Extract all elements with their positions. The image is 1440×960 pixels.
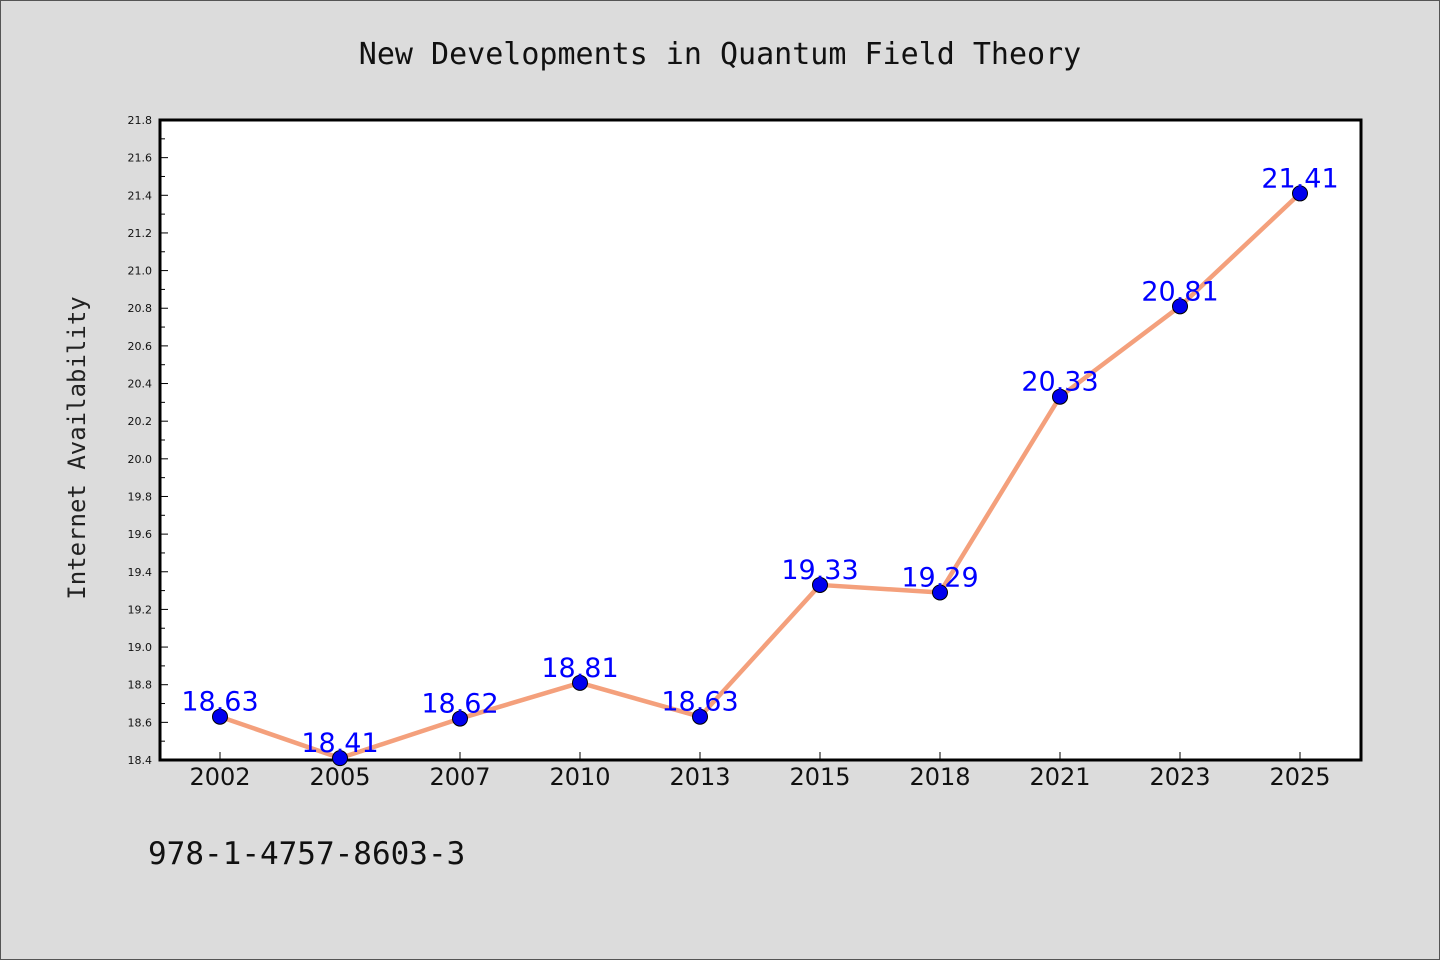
y-tick-label: 19.8: [128, 490, 153, 503]
x-tick-label: 2023: [1149, 763, 1210, 791]
y-tick-label: 18.8: [128, 679, 153, 692]
data-point-marker: [692, 708, 708, 725]
x-tick-label: 2005: [309, 763, 370, 791]
data-label: 18.41: [301, 728, 378, 759]
data-point-marker: [812, 576, 828, 593]
x-tick-label: 2007: [429, 763, 490, 791]
plot-area: [158, 118, 1363, 762]
data-label: 19.33: [781, 555, 858, 586]
y-tick-label: 21.2: [128, 227, 153, 240]
y-tick-label: 20.4: [128, 378, 153, 391]
data-label: 19.29: [901, 562, 978, 593]
chart-title: New Developments in Quantum Field Theory: [359, 37, 1081, 72]
y-tick-label: 21.8: [128, 114, 153, 127]
data-label: 21.41: [1261, 163, 1338, 194]
data-label: 18.63: [661, 687, 738, 718]
y-tick-label: 19.4: [128, 566, 153, 579]
data-point-marker: [212, 708, 228, 725]
y-tick-label: 18.6: [128, 716, 153, 729]
y-tick-label: 20.6: [128, 340, 153, 353]
y-tick-label: 19.0: [128, 641, 153, 654]
x-tick-label: 2013: [669, 763, 730, 791]
data-point-marker: [1172, 298, 1188, 315]
y-tick-label: 19.6: [128, 528, 153, 541]
x-tick-label: 2021: [1029, 763, 1090, 791]
y-tick-label: 21.0: [128, 265, 153, 278]
data-point-marker: [932, 584, 948, 601]
y-tick-label: 21.4: [128, 189, 153, 202]
y-axis-label: Internet Availability: [63, 296, 91, 599]
y-tick-label: 20.8: [128, 302, 153, 315]
data-point-marker: [1292, 185, 1308, 202]
y-tick-label: 19.2: [128, 603, 153, 616]
y-axis-ticks: 18.4 18.6 18.8 19.0 19.2 19.4 19.6 19.8 20.0 20.2…: [128, 114, 168, 767]
x-tick-label: 2018: [909, 763, 970, 791]
data-point-marker: [1052, 388, 1068, 405]
x-tick-label: 2025: [1269, 763, 1330, 791]
data-point-marker: [332, 750, 348, 767]
data-label: 18.81: [541, 653, 618, 684]
isbn-text: 978-1-4757-8603-3: [148, 836, 465, 872]
data-label: 20.33: [1021, 367, 1098, 398]
data-label: 18.62: [421, 689, 498, 720]
data-point-marker: [452, 710, 468, 727]
y-tick-label: 21.6: [128, 152, 153, 165]
data-point-marker: [572, 674, 588, 691]
data-label: 18.63: [181, 687, 258, 718]
y-tick-label: 20.0: [128, 453, 153, 466]
series-line-group: 18.63 18.41 18.62 18.81 18.63 19.33 19.29 20.33…: [181, 163, 1339, 767]
y-tick-label: 20.2: [128, 415, 153, 428]
x-axis-ticks: 2002 2005 2007 2010 2013 2015 2018 2021 2023 2025: [189, 752, 1331, 791]
series-line: [217, 191, 1303, 761]
x-tick-label: 2010: [549, 763, 610, 791]
y-tick-label: 18.4: [128, 754, 153, 767]
x-tick-label: 2015: [789, 763, 850, 791]
x-tick-label: 2002: [189, 763, 250, 791]
data-label: 20.81: [1141, 276, 1218, 307]
